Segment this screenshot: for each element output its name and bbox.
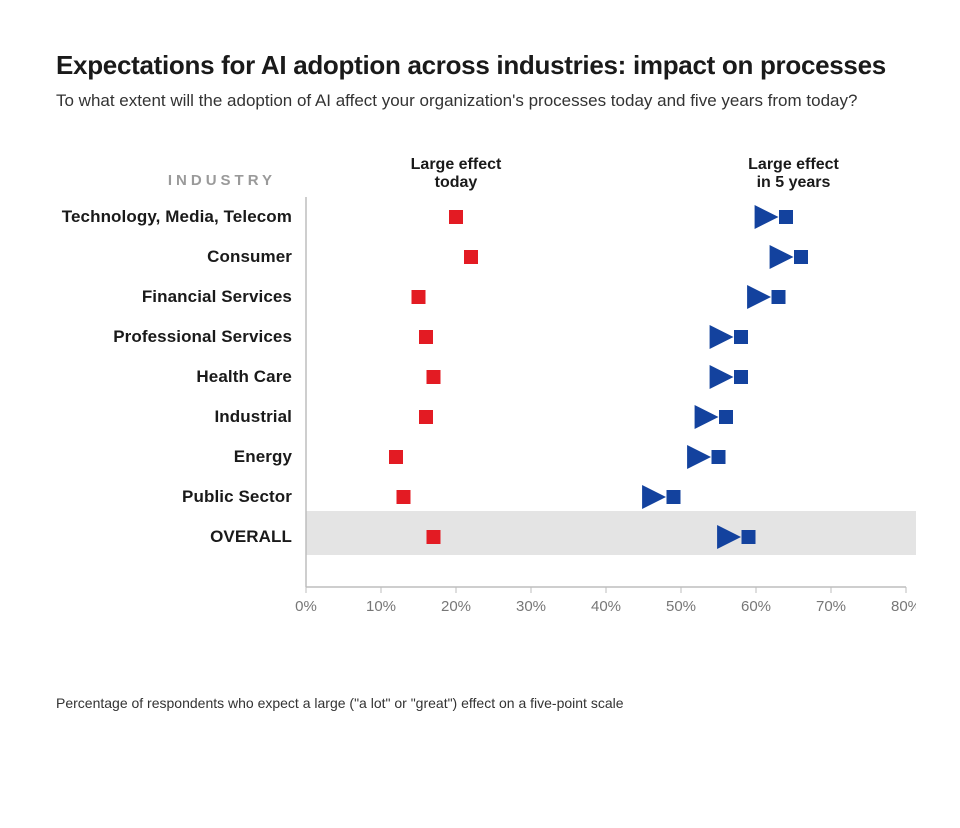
- marker-future: [734, 330, 748, 344]
- marker-future: [742, 530, 756, 544]
- x-tick-label: 50%: [666, 598, 696, 615]
- x-tick-label: 70%: [816, 598, 846, 615]
- row-label: OVERALL: [210, 527, 292, 546]
- x-tick-label: 0%: [295, 598, 317, 615]
- industry-header: INDUSTRY: [168, 172, 276, 189]
- marker-today: [419, 410, 433, 424]
- row-label: Health Care: [196, 367, 292, 386]
- marker-future: [719, 410, 733, 424]
- marker-today: [427, 530, 441, 544]
- marker-today: [449, 210, 463, 224]
- x-tick-label: 10%: [366, 598, 396, 615]
- x-tick-label: 30%: [516, 598, 546, 615]
- legend-today: Large effecttoday: [411, 156, 502, 191]
- dumbbell-chart: INDUSTRY Large effecttoday Large effectin …: [56, 147, 916, 667]
- chart-container: INDUSTRY Large effecttoday Large effectin …: [56, 147, 916, 667]
- row-label: Energy: [234, 447, 293, 466]
- marker-future: [712, 450, 726, 464]
- chart-page: Expectations for AI adoption across indu…: [0, 0, 960, 828]
- x-tick-label: 20%: [441, 598, 471, 615]
- legend-future: Large effectin 5 years: [748, 156, 839, 191]
- chart-footnote: Percentage of respondents who expect a l…: [56, 695, 920, 711]
- row-label: Industrial: [214, 407, 292, 426]
- marker-today: [419, 330, 433, 344]
- chart-title: Expectations for AI adoption across indu…: [56, 50, 920, 81]
- overall-row-bg: [306, 511, 916, 555]
- row-label: Professional Services: [113, 327, 292, 346]
- marker-future: [734, 370, 748, 384]
- chart-subtitle: To what extent will the adoption of AI a…: [56, 91, 920, 111]
- marker-today: [389, 450, 403, 464]
- marker-future: [779, 210, 793, 224]
- marker-today: [464, 250, 478, 264]
- marker-today: [397, 490, 411, 504]
- row-label: Technology, Media, Telecom: [62, 207, 292, 226]
- row-label: Consumer: [207, 247, 292, 266]
- marker-today: [412, 290, 426, 304]
- marker-future: [667, 490, 681, 504]
- marker-future: [794, 250, 808, 264]
- row-label: Financial Services: [142, 287, 292, 306]
- marker-future: [772, 290, 786, 304]
- marker-today: [427, 370, 441, 384]
- x-tick-label: 40%: [591, 598, 621, 615]
- x-tick-label: 60%: [741, 598, 771, 615]
- row-label: Public Sector: [182, 487, 292, 506]
- x-tick-label: 80%: [891, 598, 916, 615]
